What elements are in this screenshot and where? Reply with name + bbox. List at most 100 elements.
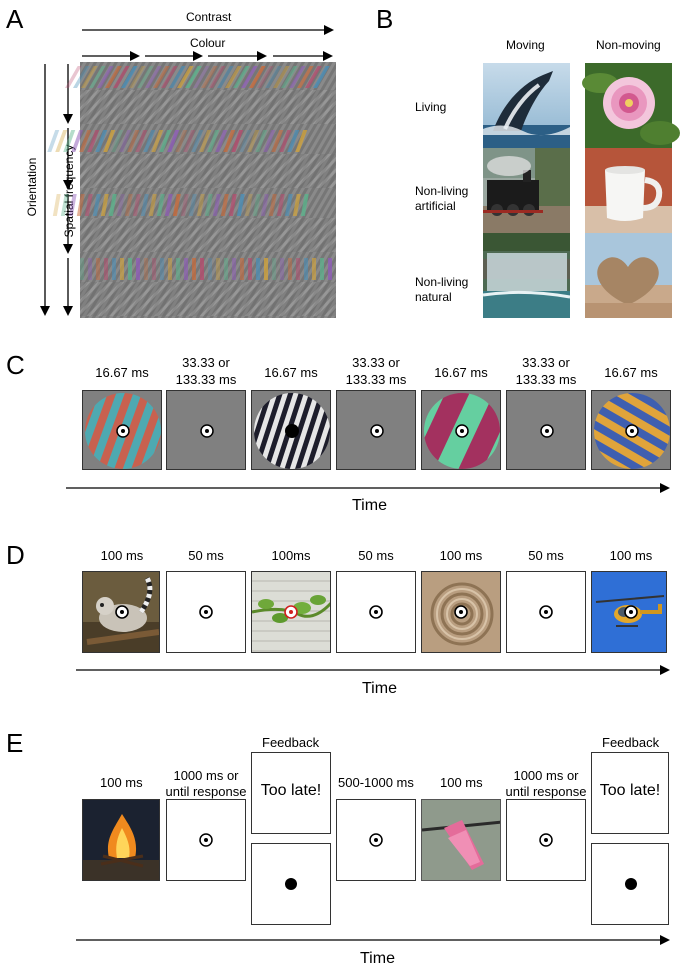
gabor-band-stripe bbox=[199, 130, 212, 152]
gabor-band-stripe bbox=[168, 258, 172, 280]
gabor-band-stripe bbox=[272, 66, 290, 88]
gabor-band-stripe bbox=[120, 258, 124, 280]
gabor-band-stripe bbox=[79, 130, 92, 152]
gabor-band-stripe bbox=[136, 258, 140, 280]
panel-label-e: E bbox=[6, 728, 24, 758]
c-duration-label: 33.33 or bbox=[352, 355, 400, 370]
gabor-band-stripe bbox=[288, 66, 306, 88]
c-duration-label: 16.67 ms bbox=[264, 365, 318, 380]
feedback-label-1: Feedback bbox=[262, 735, 320, 750]
gabor-band-stripe bbox=[135, 130, 148, 152]
fixation-dot bbox=[459, 610, 463, 614]
fixation-dot bbox=[374, 610, 378, 614]
gabor-band-stripe bbox=[116, 194, 125, 216]
gabor-band-stripe bbox=[104, 66, 122, 88]
fixation-dot bbox=[121, 429, 125, 433]
fixation-e-2 bbox=[369, 833, 383, 847]
gabor-band-stripe bbox=[200, 66, 218, 88]
gabor-band-stripe bbox=[112, 66, 130, 88]
colour-label: Colour bbox=[190, 36, 226, 50]
fixation-dot bbox=[205, 429, 209, 433]
e-duration-5-line1: 1000 ms or bbox=[513, 768, 579, 783]
orientation-arrow bbox=[40, 64, 50, 316]
gabor-band-stripe bbox=[263, 130, 276, 152]
d-duration-label: 50 ms bbox=[188, 548, 224, 563]
gabor-band-stripe bbox=[248, 66, 266, 88]
gabor-band-stripe bbox=[328, 258, 332, 280]
gabor-band-stripe bbox=[287, 130, 300, 152]
gabor-band-stripe bbox=[196, 194, 205, 216]
feedback-dot-2 bbox=[625, 878, 637, 890]
gabor-band-stripe bbox=[144, 66, 162, 88]
gabor-band-stripe bbox=[103, 130, 116, 152]
gabor-band-stripe bbox=[264, 258, 268, 280]
gabor-band-stripe bbox=[255, 130, 268, 152]
grating-frame bbox=[421, 390, 501, 470]
gabor-band-stripe bbox=[192, 66, 210, 88]
heart-rock-photo bbox=[585, 233, 672, 318]
grating-frame bbox=[591, 390, 671, 470]
gabor-band-stripe bbox=[180, 194, 189, 216]
panel-label-c: C bbox=[6, 350, 25, 380]
gabor-band-stripe bbox=[68, 194, 77, 216]
c-duration-label: 33.33 or bbox=[182, 355, 230, 370]
fixation-e-3 bbox=[539, 833, 553, 847]
fixation-e-1 bbox=[199, 833, 213, 847]
gabor-band-stripe bbox=[140, 194, 149, 216]
gabor-band-stripe bbox=[60, 194, 69, 216]
gabor-band-stripe bbox=[304, 66, 322, 88]
too-late-text-2: Too late! bbox=[599, 782, 661, 799]
d-duration-label: 100 ms bbox=[439, 548, 483, 563]
gabor-band-stripe bbox=[160, 258, 164, 280]
gabor-band-stripe bbox=[212, 194, 221, 216]
c-duration-label-line2: 133.33 ms bbox=[515, 372, 577, 387]
gabor-band-stripe bbox=[188, 194, 197, 216]
feedback-dot-1 bbox=[285, 878, 297, 890]
gabor-band-stripe bbox=[200, 258, 204, 280]
gabor-band-stripe bbox=[208, 258, 212, 280]
gabor-band-stripe bbox=[296, 258, 300, 280]
panel-label-a: A bbox=[6, 4, 24, 34]
gabor-band-stripe bbox=[232, 258, 236, 280]
clothespin-image bbox=[421, 799, 501, 881]
gabor-band-stripe bbox=[268, 194, 277, 216]
gabor-band-stripe bbox=[183, 130, 196, 152]
gabor-band-stripe bbox=[208, 66, 226, 88]
gabor-band-stripe bbox=[124, 194, 133, 216]
gabor-band-stripe bbox=[264, 66, 282, 88]
train-photo bbox=[483, 148, 570, 233]
gabor-band-stripe bbox=[96, 66, 114, 88]
gabor-band-stripe bbox=[292, 194, 301, 216]
time-arrow-e bbox=[76, 935, 670, 945]
feedback-frame-too-late-2: Too late! bbox=[591, 752, 669, 834]
gabor-band-stripe bbox=[88, 66, 106, 88]
gabor-band-stripe bbox=[216, 66, 234, 88]
c-duration-label: 16.67 ms bbox=[95, 365, 149, 380]
gabor-band-stripe bbox=[111, 130, 124, 152]
feedback-label-2: Feedback bbox=[602, 735, 660, 750]
blank-grey-frame bbox=[166, 390, 246, 470]
gabor-band-stripe bbox=[280, 66, 298, 88]
gabor-band-stripe bbox=[236, 194, 245, 216]
column-nonmoving-label: Non-moving bbox=[596, 38, 661, 52]
c-duration-label: 16.67 ms bbox=[434, 365, 488, 380]
gabor-band-stripe bbox=[47, 130, 60, 152]
e-duration-2-line2: until response bbox=[165, 784, 247, 799]
gabor-stimulus-grid bbox=[47, 62, 336, 318]
too-late-text-1: Too late! bbox=[260, 782, 322, 799]
gabor-band-stripe bbox=[88, 258, 92, 280]
gabor-band-stripe bbox=[215, 130, 228, 152]
gabor-band-stripe bbox=[271, 130, 284, 152]
row-natural-label-1: Non-living bbox=[415, 275, 469, 289]
gabor-band-stripe bbox=[132, 194, 141, 216]
gabor-band-stripe bbox=[220, 194, 229, 216]
e-duration-4: 100 ms bbox=[440, 775, 483, 790]
gabor-band-stripe bbox=[231, 130, 244, 152]
gabor-band-stripe bbox=[136, 66, 154, 88]
gabor-band-stripe bbox=[284, 194, 293, 216]
gabor-band-fade bbox=[80, 154, 336, 188]
fixation-dot bbox=[630, 429, 634, 433]
spatial-frequency-arrows bbox=[63, 64, 73, 316]
gabor-band-stripe bbox=[95, 130, 108, 152]
